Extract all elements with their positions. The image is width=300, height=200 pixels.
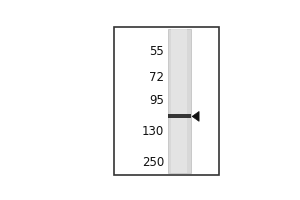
Bar xyxy=(171,29,188,173)
Text: 130: 130 xyxy=(142,125,164,138)
Bar xyxy=(114,27,219,175)
Bar xyxy=(168,29,191,173)
Polygon shape xyxy=(192,111,199,121)
Text: 95: 95 xyxy=(149,95,164,108)
Text: 250: 250 xyxy=(142,156,164,169)
Bar xyxy=(168,114,191,118)
Text: 72: 72 xyxy=(149,71,164,84)
Text: 55: 55 xyxy=(149,45,164,58)
